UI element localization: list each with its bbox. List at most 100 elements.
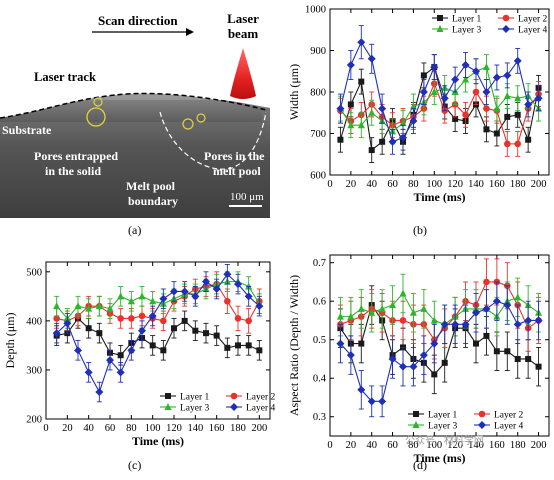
pores-solid-label-1: Pores entrapped [34,149,118,163]
data-point [53,302,61,310]
arrow-head [186,28,194,36]
data-point [431,371,438,378]
pore-marker [182,118,194,130]
x-tick-label: 140 [468,179,484,190]
data-point [503,92,511,100]
data-point [95,388,104,397]
data-point [357,304,365,312]
data-point [472,88,480,96]
x-tick-label: 20 [346,179,357,190]
x-tick-label: 200 [531,440,547,451]
x-tick-label: 120 [447,440,463,451]
legend-marker [502,25,510,33]
laser-beam-label-2: beam [228,26,259,41]
y-axis-label: Width (μm) [287,64,301,120]
legend-label: Layer 1 [180,393,210,403]
data-point [181,317,188,324]
data-point [399,119,407,127]
data-point [524,316,533,325]
data-point [461,61,470,70]
data-point [96,330,103,337]
plot-frame [45,261,271,420]
series-line [56,273,260,394]
data-point [483,126,490,133]
data-point [473,340,479,347]
series-layer-4 [336,25,543,155]
data-point [462,75,470,83]
data-point [420,304,428,312]
data-point [378,104,387,113]
data-point [117,352,124,359]
legend-marker [437,15,443,21]
pore-marker [86,107,106,127]
data-point [525,136,532,143]
legend-label: Layer 2 [518,15,548,25]
data-point [245,282,253,290]
data-point [535,363,542,370]
y-axis-label: Depth (μm) [3,312,17,368]
data-point [235,342,241,349]
data-point [358,78,365,85]
data-point [409,362,418,371]
data-point [368,308,376,316]
data-point [160,317,167,325]
data-point [106,356,114,365]
data-point [399,133,407,142]
plot-frame [329,254,550,437]
data-point [524,100,533,109]
data-point [389,301,397,309]
data-point [149,342,156,349]
data-point [357,121,365,129]
data-point [223,270,232,279]
y-tick-label: 0.5 [313,335,326,346]
data-point [53,315,60,322]
y-tick-label: 200 [26,415,42,426]
depth-chart: 0 20 40 60 80 100 120 140 160 180 200 200 300 400 500 T… [3,261,276,448]
data-point [482,63,490,71]
panel-label-d: (d) [413,458,427,472]
data-point [514,94,522,102]
data-point [420,72,427,79]
data-point [409,117,418,126]
data-point [514,355,521,362]
data-point [452,115,459,122]
data-point [399,317,407,324]
data-point [504,113,511,120]
data-point [128,315,135,322]
data-point [419,88,428,96]
data-point [116,368,125,377]
melt-pool-boundary-line [159,111,267,170]
data-point [482,88,491,96]
data-point [483,278,490,286]
data-point [347,312,355,320]
data-point [337,136,344,143]
legend-marker [502,14,510,22]
data-point [346,351,355,360]
data-point [388,137,397,146]
y-tick-label: 1000 [305,5,326,16]
data-point [224,344,231,351]
data-point [514,111,521,118]
x-tick-label: 160 [209,423,225,434]
data-point [451,75,460,84]
x-tick-label: 20 [346,440,357,451]
y-tick-label: 400 [26,316,42,327]
data-point [430,316,438,324]
data-point [409,102,417,110]
data-point [256,347,263,354]
data-point [357,385,366,394]
legend-marker [436,25,444,32]
data-point [513,56,522,65]
data-point [148,311,157,320]
data-point [212,284,221,293]
y-tick-label: 300 [26,365,42,376]
aspect-ratio-chart: 0 20 40 60 80 100 120 140 160 180 200 0.3 0.4 0.5 0.6 0… [287,254,550,465]
data-point [513,320,522,329]
legend-marker [478,421,486,429]
panel-label-a: (a) [128,223,141,237]
x-tick-label: 120 [447,179,463,190]
melt-pool-label-1: Melt pool [126,179,176,193]
data-point [95,302,103,310]
legend: Layer 1 Layer 2 Layer 3 Layer 4 [432,15,548,36]
